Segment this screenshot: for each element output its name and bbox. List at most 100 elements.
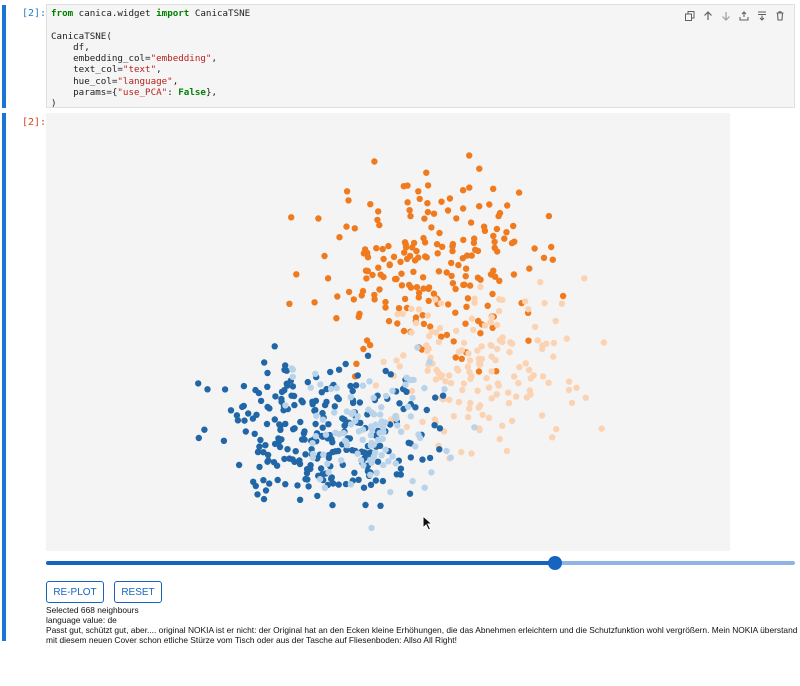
- scatter-point-light-blue[interactable]: [331, 409, 338, 416]
- scatter-point-dark-orange[interactable]: [526, 265, 533, 272]
- scatter-point-light-blue[interactable]: [380, 428, 387, 436]
- scatter-point-dark-blue[interactable]: [266, 405, 273, 412]
- scatter-point-light-orange[interactable]: [550, 339, 558, 347]
- scatter-point-dark-orange[interactable]: [373, 245, 380, 252]
- scatter-point-dark-orange[interactable]: [391, 275, 399, 283]
- scatter-point-light-orange[interactable]: [495, 307, 503, 315]
- scatter-point-light-blue[interactable]: [426, 358, 433, 366]
- scatter-point-dark-blue[interactable]: [349, 387, 356, 395]
- scatter-point-dark-orange[interactable]: [466, 282, 474, 289]
- scatter-point-dark-orange[interactable]: [515, 189, 523, 196]
- scatter-point-light-blue[interactable]: [406, 376, 414, 384]
- scatter-point-dark-blue[interactable]: [329, 501, 336, 509]
- scatter-point-light-blue[interactable]: [415, 431, 422, 438]
- scatter-point-dark-blue[interactable]: [319, 424, 326, 431]
- scatter-point-light-blue[interactable]: [378, 452, 385, 459]
- scatter-point-light-orange[interactable]: [496, 435, 503, 443]
- scatter-point-dark-blue[interactable]: [335, 481, 342, 488]
- scatter-point-dark-blue[interactable]: [397, 465, 405, 472]
- scatter-point-light-blue[interactable]: [387, 488, 394, 496]
- scatter-point-dark-blue[interactable]: [432, 394, 439, 401]
- scatter-point-dark-orange[interactable]: [464, 295, 472, 302]
- scatter-point-dark-blue[interactable]: [342, 480, 350, 488]
- scatter-point-dark-blue[interactable]: [329, 439, 336, 446]
- scatter-point-light-blue[interactable]: [397, 428, 405, 435]
- scatter-point-light-orange[interactable]: [433, 329, 440, 336]
- scatter-point-light-orange[interactable]: [487, 319, 494, 326]
- scatter-point-light-orange[interactable]: [483, 374, 490, 382]
- scatter-point-dark-orange[interactable]: [397, 258, 404, 265]
- scatter-point-dark-blue[interactable]: [311, 407, 318, 414]
- scatter-point-dark-blue[interactable]: [291, 401, 298, 409]
- scatter-point-dark-blue[interactable]: [397, 471, 404, 478]
- scatter-point-dark-orange[interactable]: [475, 317, 482, 325]
- scatter-point-light-orange[interactable]: [485, 384, 493, 391]
- arrow-down-icon[interactable]: [718, 9, 734, 23]
- scatter-point-light-orange[interactable]: [471, 299, 478, 306]
- scatter-point-dark-blue[interactable]: [264, 451, 272, 459]
- scatter-point-dark-blue[interactable]: [273, 462, 281, 469]
- scatter-point-dark-orange[interactable]: [358, 292, 365, 299]
- scatter-point-dark-blue[interactable]: [280, 407, 287, 414]
- scatter-point-light-orange[interactable]: [582, 394, 589, 401]
- scatter-point-light-blue[interactable]: [347, 394, 354, 401]
- scatter-point-light-blue[interactable]: [322, 431, 330, 438]
- scatter-point-light-orange[interactable]: [539, 373, 547, 380]
- scatter-point-dark-blue[interactable]: [195, 380, 202, 387]
- scatter-point-light-orange[interactable]: [526, 387, 533, 394]
- scatter-point-dark-blue[interactable]: [235, 461, 243, 469]
- scatter-point-dark-orange[interactable]: [355, 313, 362, 321]
- scatter-point-light-orange[interactable]: [425, 345, 432, 352]
- scatter-point-dark-blue[interactable]: [379, 477, 387, 485]
- scatter-point-light-orange[interactable]: [466, 405, 473, 412]
- scatter-point-light-orange[interactable]: [531, 323, 539, 331]
- reset-button[interactable]: RESET: [114, 581, 162, 603]
- scatter-point-dark-orange[interactable]: [453, 215, 460, 222]
- scatter-point-light-blue[interactable]: [373, 469, 380, 476]
- scatter-point-light-blue[interactable]: [385, 458, 392, 465]
- scatter-point-light-orange[interactable]: [503, 447, 511, 455]
- scatter-svg[interactable]: [46, 113, 730, 551]
- scatter-point-light-orange[interactable]: [511, 373, 518, 380]
- code-editor[interactable]: from canica.widget import CanicaTSNE Can…: [46, 4, 795, 109]
- scatter-point-light-blue[interactable]: [347, 421, 355, 428]
- scatter-point-dark-blue[interactable]: [256, 443, 263, 450]
- scatter-point-light-orange[interactable]: [424, 367, 431, 374]
- scatter-point-light-orange[interactable]: [437, 373, 445, 381]
- scatter-point-dark-orange[interactable]: [438, 198, 445, 205]
- insert-above-icon[interactable]: [736, 9, 752, 23]
- scatter-point-dark-orange[interactable]: [443, 269, 450, 276]
- scatter-point-light-orange[interactable]: [525, 306, 532, 313]
- scatter-point-light-blue[interactable]: [307, 384, 314, 391]
- scatter-point-light-orange[interactable]: [442, 378, 449, 385]
- scatter-point-dark-blue[interactable]: [292, 448, 299, 455]
- scatter-point-dark-orange[interactable]: [549, 256, 556, 263]
- scatter-point-dark-orange[interactable]: [421, 215, 428, 222]
- scatter-point-dark-orange[interactable]: [398, 270, 405, 277]
- scatter-point-light-orange[interactable]: [464, 413, 472, 421]
- scatter-point-light-blue[interactable]: [312, 433, 319, 440]
- scatter-point-light-blue[interactable]: [370, 394, 377, 401]
- scatter-point-dark-blue[interactable]: [354, 372, 361, 379]
- scatter-point-dark-orange[interactable]: [415, 188, 422, 195]
- scatter-point-dark-orange[interactable]: [385, 242, 392, 250]
- scatter-point-dark-orange[interactable]: [415, 294, 422, 301]
- neighbours-slider[interactable]: [46, 555, 795, 571]
- scatter-point-dark-orange[interactable]: [438, 333, 445, 340]
- scatter-point-light-orange[interactable]: [534, 337, 541, 344]
- scatter-point-dark-blue[interactable]: [376, 442, 384, 449]
- scatter-point-light-orange[interactable]: [425, 332, 433, 340]
- scatter-point-light-orange[interactable]: [516, 363, 523, 371]
- scatter-point-light-blue[interactable]: [380, 461, 387, 469]
- scatter-point-light-orange[interactable]: [565, 378, 573, 385]
- scatter-point-dark-blue[interactable]: [308, 446, 315, 453]
- scatter-point-dark-orange[interactable]: [449, 247, 456, 255]
- scatter-point-light-orange[interactable]: [499, 338, 506, 346]
- scatter-point-light-blue[interactable]: [341, 437, 349, 444]
- scatter-point-dark-orange[interactable]: [367, 201, 374, 208]
- scatter-point-dark-blue[interactable]: [407, 440, 414, 447]
- scatter-point-dark-blue[interactable]: [299, 399, 306, 406]
- scatter-point-dark-orange[interactable]: [360, 345, 367, 353]
- scatter-point-light-blue[interactable]: [360, 462, 367, 469]
- scatter-point-dark-orange[interactable]: [416, 195, 423, 203]
